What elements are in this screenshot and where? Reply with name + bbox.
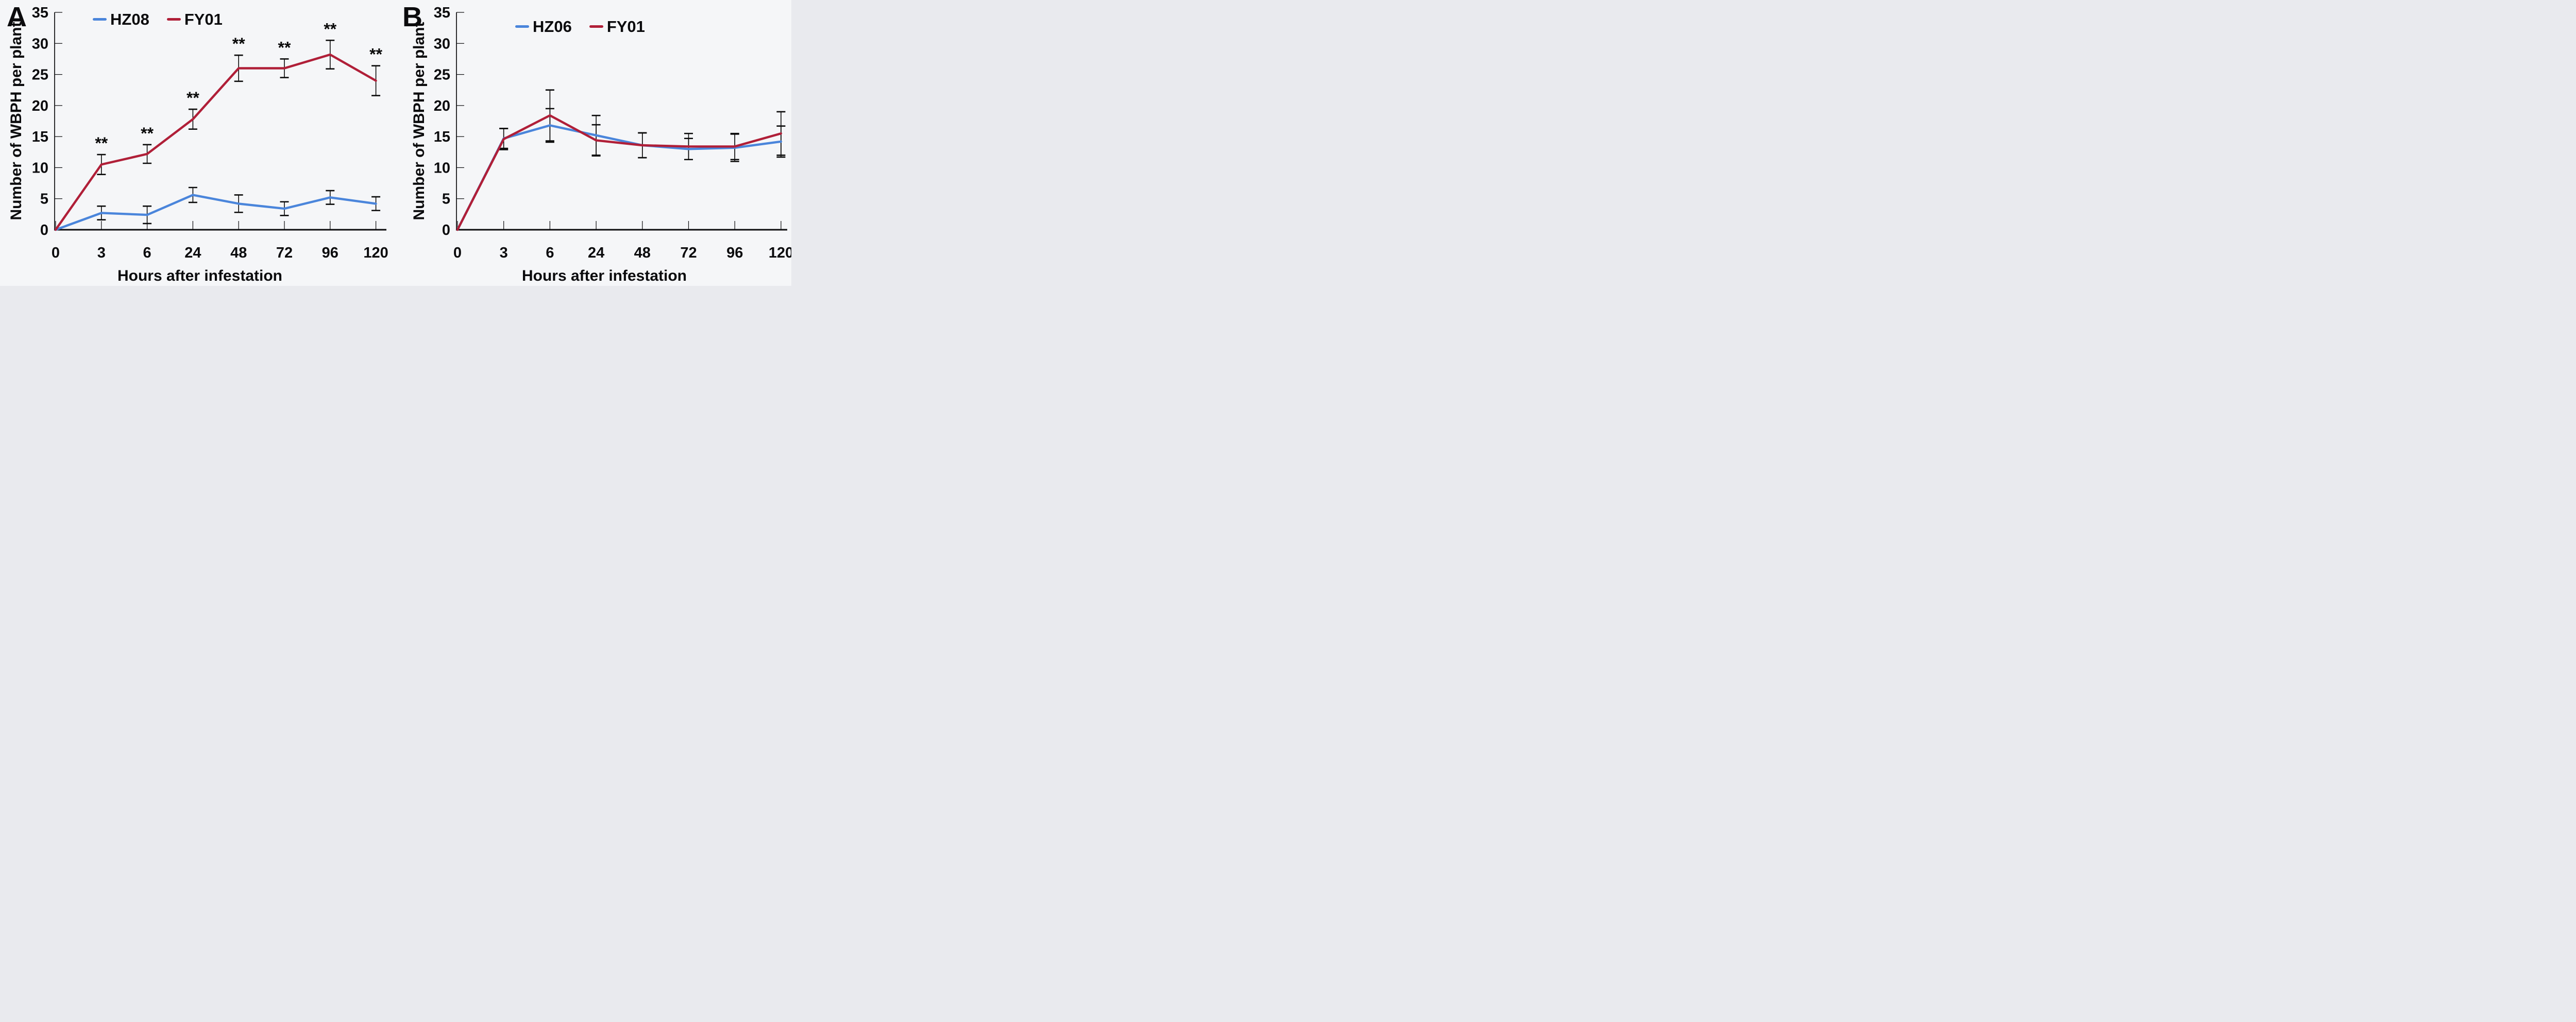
x-axis: 0 3 6 24 48 72 96 120 [453, 221, 791, 261]
x-tick-label: 120 [363, 245, 388, 261]
y-tick-label: 35 [32, 5, 48, 21]
x-tick-label: 48 [230, 245, 247, 261]
x-tick-label: 0 [52, 245, 60, 261]
x-tick-label: 3 [500, 245, 508, 261]
x-tick-label: 24 [184, 245, 201, 261]
y-tick-label: 10 [32, 160, 48, 176]
x-tick-label: 120 [769, 245, 791, 261]
series-line-hz08 [54, 194, 377, 231]
y-tick-label: 5 [40, 191, 48, 208]
y-tick-label: 15 [434, 129, 450, 145]
significance-mark: ** [141, 124, 154, 143]
legend-label-hz08: HZ08 [110, 10, 149, 28]
fy01-line-swatch-icon [166, 18, 181, 21]
significance-mark: ** [369, 45, 382, 64]
legend-label-fy01-b: FY01 [606, 18, 645, 36]
x-tick-label: 6 [546, 245, 554, 261]
panel-b-chart: 0 5 10 15 20 25 30 35 0 3 6 24 48 72 96 120 [434, 5, 791, 261]
panel-a-x-axis-title: Hours after infestation [117, 267, 283, 284]
y-tick-label: 5 [442, 191, 450, 208]
x-tick-label: 96 [726, 245, 743, 261]
x-tick-label: 3 [97, 245, 106, 261]
significance-mark: ** [324, 20, 336, 38]
y-tick-label: 0 [442, 222, 450, 239]
wbph-two-panel-figure: A Number of WBPH per plant 0 5 10 15 20 25 30 3… [0, 0, 791, 286]
x-tick-label: 96 [322, 245, 338, 261]
y-tick-label: 35 [434, 5, 450, 21]
y-tick-label: 20 [434, 98, 450, 114]
error-bars-fy01 [97, 39, 381, 175]
panel-b-x-axis-title: Hours after infestation [521, 267, 687, 284]
panel-b: B Number of WBPH per plant 0 5 10 15 20 25 30 3… [396, 0, 791, 286]
y-tick-label: 25 [434, 67, 450, 83]
legend-label-fy01-a: FY01 [184, 10, 223, 28]
hz06-line-swatch-icon [515, 25, 529, 28]
series-line-fy01 [456, 114, 783, 231]
legend-label-hz06: HZ06 [533, 18, 572, 36]
panel-b-label: B [402, 2, 422, 32]
y-tick-label: 30 [434, 36, 450, 52]
significance-mark: ** [232, 35, 245, 53]
significance-mark: ** [278, 38, 291, 57]
y-tick-label: 10 [434, 160, 450, 176]
series-line-hz06 [456, 124, 783, 231]
panel-a-legend: HZ08 FY01 [93, 11, 223, 27]
legend-item-fy01-b: FY01 [589, 19, 645, 35]
x-tick-label: 24 [588, 245, 604, 261]
x-tick-label: 72 [276, 245, 293, 261]
hz08-line-swatch-icon [93, 18, 107, 21]
y-axis: 0 5 10 15 20 25 30 35 [32, 5, 62, 239]
error-bars-fy01 [499, 89, 786, 161]
significance-marks: ** ** ** ** ** ** ** [95, 20, 382, 152]
fy01-line-swatch-icon [589, 25, 603, 28]
x-tick-label: 6 [143, 245, 151, 261]
y-tick-label: 20 [32, 98, 48, 114]
legend-item-fy01-a: FY01 [166, 10, 223, 28]
y-tick-label: 25 [32, 67, 48, 83]
x-tick-label: 48 [634, 245, 651, 261]
series-line-fy01 [54, 53, 377, 231]
y-tick-label: 30 [32, 36, 48, 52]
significance-mark: ** [187, 89, 199, 107]
y-tick-label: 0 [40, 222, 48, 239]
y-tick-label: 15 [32, 129, 48, 145]
x-tick-label: 72 [680, 245, 697, 261]
legend-item-hz08: HZ08 [93, 11, 149, 27]
x-tick-label: 0 [453, 245, 462, 261]
x-axis: 0 3 6 24 48 72 96 120 [52, 221, 388, 261]
panel-a: A Number of WBPH per plant 0 5 10 15 20 25 30 3… [0, 0, 396, 286]
significance-mark: ** [95, 134, 108, 152]
y-axis: 0 5 10 15 20 25 30 35 [434, 5, 464, 239]
error-bars-hz08 [97, 186, 381, 225]
legend-item-hz06: HZ06 [515, 19, 572, 35]
panel-b-legend: HZ06 FY01 [515, 19, 645, 35]
panel-a-label: A [7, 2, 27, 32]
